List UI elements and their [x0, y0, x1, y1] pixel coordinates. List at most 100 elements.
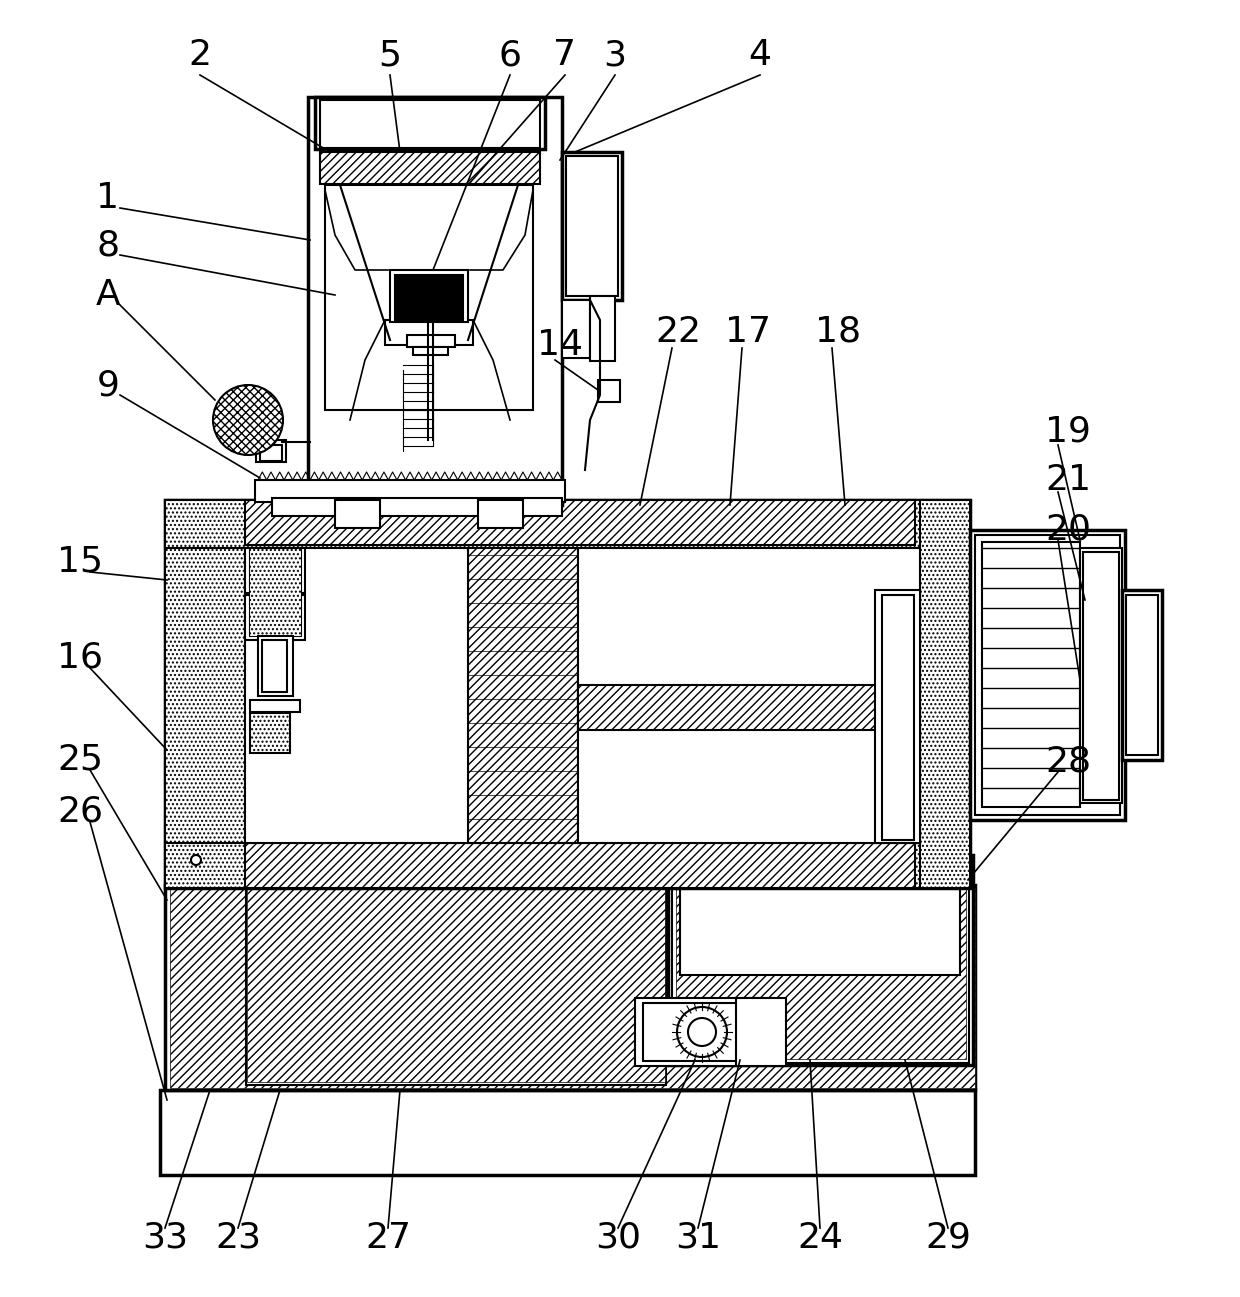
Bar: [562, 152, 622, 300]
Bar: [325, 185, 533, 410]
Bar: [1083, 553, 1118, 800]
Bar: [477, 501, 523, 528]
Bar: [255, 480, 565, 502]
Bar: [179, 808, 206, 837]
Bar: [184, 812, 201, 831]
Text: 26: 26: [57, 795, 103, 829]
Bar: [1126, 595, 1158, 755]
Bar: [407, 335, 455, 348]
Bar: [598, 380, 620, 402]
Text: 16: 16: [57, 641, 103, 674]
Bar: [249, 549, 301, 636]
Bar: [165, 843, 965, 888]
Bar: [970, 530, 1125, 820]
Text: 30: 30: [595, 1220, 641, 1255]
Bar: [668, 855, 973, 1065]
Circle shape: [191, 855, 201, 865]
Bar: [250, 700, 300, 712]
Text: 29: 29: [925, 1220, 971, 1255]
Bar: [562, 300, 590, 358]
Bar: [308, 97, 562, 505]
Bar: [635, 997, 765, 1066]
Bar: [188, 826, 196, 838]
Bar: [165, 885, 975, 1089]
Text: 24: 24: [797, 1220, 843, 1255]
Bar: [246, 859, 711, 888]
Text: 23: 23: [215, 1220, 260, 1255]
Bar: [170, 855, 246, 885]
Text: 2: 2: [188, 38, 212, 73]
Bar: [247, 860, 711, 886]
Bar: [246, 595, 305, 639]
Bar: [335, 501, 379, 528]
Bar: [396, 275, 463, 320]
Bar: [1080, 549, 1122, 803]
Text: 21: 21: [1045, 463, 1091, 497]
Text: 31: 31: [675, 1220, 720, 1255]
Bar: [160, 1089, 975, 1175]
Bar: [165, 501, 970, 549]
Bar: [391, 270, 467, 322]
Bar: [737, 997, 786, 1066]
Bar: [590, 296, 615, 361]
Bar: [882, 595, 914, 840]
Text: 20: 20: [1045, 514, 1091, 547]
Text: 17: 17: [725, 315, 771, 349]
Bar: [676, 861, 966, 1058]
Text: 22: 22: [655, 315, 701, 349]
Text: 18: 18: [815, 315, 861, 349]
Bar: [255, 440, 286, 462]
Text: 9: 9: [97, 368, 119, 402]
Bar: [262, 639, 286, 693]
Bar: [258, 636, 293, 696]
Bar: [315, 97, 546, 149]
Bar: [975, 534, 1120, 815]
Circle shape: [677, 1006, 727, 1057]
Bar: [247, 887, 665, 1082]
Bar: [165, 501, 246, 888]
Bar: [320, 100, 539, 148]
Text: 8: 8: [97, 228, 119, 262]
Bar: [246, 549, 305, 593]
Bar: [578, 685, 918, 730]
Bar: [680, 875, 960, 975]
Text: A: A: [95, 278, 120, 313]
Bar: [260, 445, 281, 460]
Text: 7: 7: [553, 38, 577, 73]
Text: 3: 3: [604, 38, 626, 73]
Bar: [467, 549, 578, 843]
Bar: [982, 542, 1080, 807]
Bar: [320, 152, 539, 184]
Bar: [250, 713, 290, 754]
Text: 33: 33: [143, 1220, 188, 1255]
Bar: [246, 501, 915, 545]
Bar: [165, 501, 970, 888]
Bar: [565, 156, 618, 296]
Bar: [246, 885, 666, 1086]
Bar: [246, 843, 915, 888]
Bar: [272, 498, 562, 516]
Text: 28: 28: [1045, 744, 1091, 779]
Bar: [672, 859, 968, 1064]
Bar: [246, 549, 467, 843]
Text: 5: 5: [378, 38, 402, 73]
Bar: [920, 501, 970, 888]
Bar: [413, 348, 448, 355]
Bar: [170, 837, 246, 857]
Circle shape: [213, 385, 283, 455]
Bar: [644, 1003, 758, 1061]
Text: 14: 14: [537, 328, 583, 362]
Text: 27: 27: [365, 1220, 410, 1255]
Bar: [578, 549, 920, 843]
Bar: [875, 590, 920, 843]
Text: 19: 19: [1045, 415, 1091, 449]
Bar: [170, 888, 975, 1088]
Text: 15: 15: [57, 545, 103, 578]
Text: 4: 4: [749, 38, 771, 73]
Text: 6: 6: [498, 38, 522, 73]
Circle shape: [688, 1018, 715, 1045]
Bar: [1122, 590, 1162, 760]
Text: 1: 1: [97, 182, 119, 215]
Text: 25: 25: [57, 743, 103, 777]
Bar: [384, 320, 472, 345]
